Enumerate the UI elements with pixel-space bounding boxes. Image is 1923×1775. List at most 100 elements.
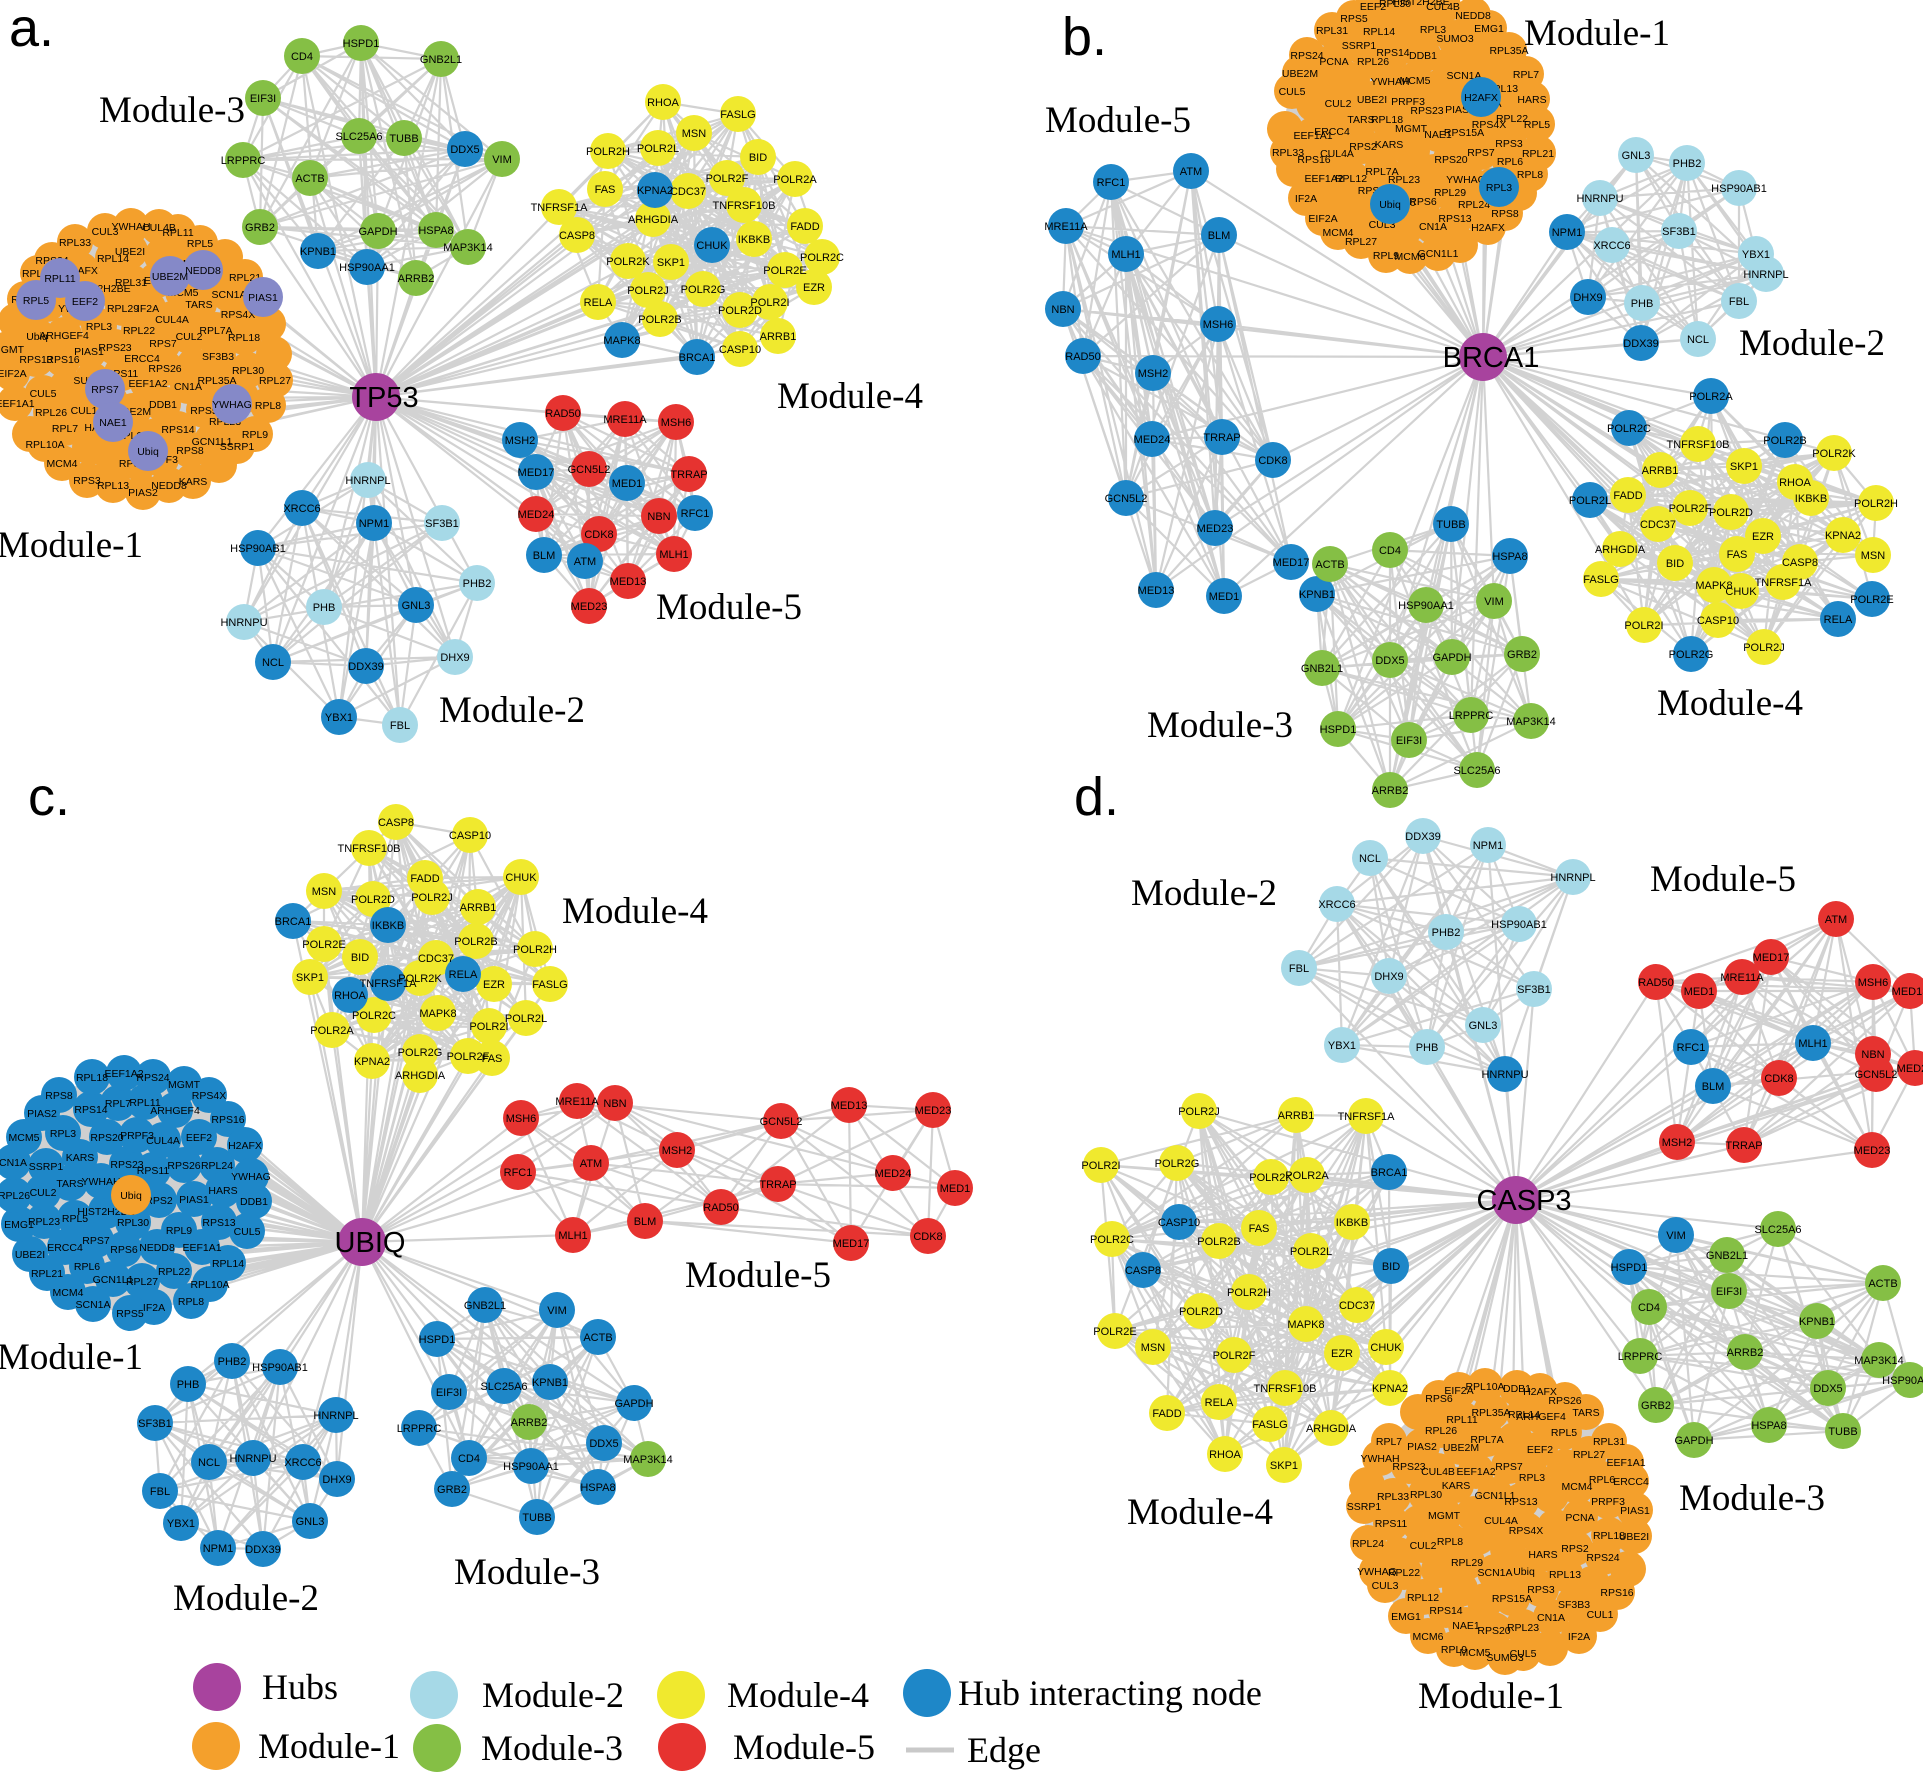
svg-text:RAD50: RAD50 [703,1202,738,1214]
svg-text:RPL26: RPL26 [1425,1425,1457,1437]
svg-text:IF2A: IF2A [137,303,159,315]
svg-text:ARHGDIA: ARHGDIA [1595,544,1646,556]
svg-text:POLR2J: POLR2J [411,892,453,904]
svg-text:YWHAG: YWHAG [1357,1566,1397,1578]
svg-text:RPS8: RPS8 [176,445,204,457]
svg-text:RPS13: RPS13 [202,1217,235,1229]
svg-text:CUL4B: CUL4B [1421,1466,1455,1478]
svg-text:HSPA8: HSPA8 [1492,551,1527,563]
svg-text:GRB2: GRB2 [1507,649,1537,661]
svg-text:HSP90AA1: HSP90AA1 [1398,600,1454,612]
svg-text:RPL22: RPL22 [123,325,155,337]
svg-text:FAS: FAS [1727,549,1748,561]
svg-text:TRRAP: TRRAP [1725,1140,1762,1152]
svg-text:FAS: FAS [482,1053,503,1065]
svg-text:ATM: ATM [1180,166,1202,178]
svg-text:RPS15A: RPS15A [1492,1593,1532,1605]
svg-text:RPL23: RPL23 [1507,1622,1539,1634]
svg-text:CDC37: CDC37 [1640,519,1676,531]
svg-text:GCN1L1: GCN1L1 [192,436,233,448]
svg-text:PIAS1: PIAS1 [179,1194,209,1206]
svg-text:HNRNPL: HNRNPL [313,1410,358,1422]
svg-text:RPS3: RPS3 [73,475,101,487]
svg-text:RPS4X: RPS4X [221,309,255,321]
svg-text:ARRB1: ARRB1 [760,331,797,343]
svg-text:NEDD8: NEDD8 [139,1242,175,1254]
svg-text:UBE2I: UBE2I [1619,1531,1649,1543]
svg-text:MCM4: MCM4 [47,458,78,470]
svg-text:RPL30: RPL30 [117,1217,149,1229]
svg-text:PHB2: PHB2 [463,578,492,590]
svg-text:RPS14: RPS14 [161,424,194,436]
svg-text:CASP3: CASP3 [1476,1185,1571,1217]
svg-text:RPS16: RPS16 [1297,154,1330,166]
svg-text:POLR2E: POLR2E [1850,594,1893,606]
svg-text:SKP1: SKP1 [1270,1460,1298,1472]
svg-text:POLR2F: POLR2F [1213,1350,1256,1362]
svg-text:RPL26: RPL26 [35,407,67,419]
svg-text:POLR2B: POLR2B [454,936,497,948]
svg-text:H2AFX: H2AFX [1471,222,1505,234]
svg-text:RPS11: RPS11 [137,1165,170,1177]
svg-text:TARS: TARS [1347,114,1374,126]
svg-text:MSH6: MSH6 [661,417,692,429]
svg-text:ERCC4: ERCC4 [124,353,160,365]
svg-text:DDX5: DDX5 [450,144,479,156]
svg-text:RPS7: RPS7 [1495,1461,1523,1473]
svg-text:UBE2M: UBE2M [1282,68,1318,80]
svg-text:PHB2: PHB2 [1432,927,1461,939]
svg-text:RPL6: RPL6 [1497,156,1523,168]
svg-text:EEF1A2: EEF1A2 [128,378,167,390]
svg-text:EIF2A: EIF2A [1308,213,1337,225]
svg-text:POLR2K: POLR2K [1812,448,1856,460]
svg-text:TARS: TARS [1572,1407,1599,1419]
svg-text:RPL26: RPL26 [0,1190,30,1202]
svg-text:MED1: MED1 [612,478,643,490]
svg-text:Module-2: Module-2 [173,1578,319,1619]
svg-text:MSN: MSN [682,128,707,140]
svg-text:CD4: CD4 [1379,545,1401,557]
svg-text:GAPDH: GAPDH [358,226,397,238]
svg-text:Module-5: Module-5 [656,587,802,628]
svg-text:Ubiq: Ubiq [1379,199,1401,211]
svg-text:POLR2F: POLR2F [1669,503,1712,515]
svg-text:MED17: MED17 [1753,952,1790,964]
svg-text:MLH1: MLH1 [1111,249,1140,261]
svg-text:GCN5L2: GCN5L2 [568,464,611,476]
svg-text:POLR2L: POLR2L [1569,495,1611,507]
svg-text:ARHGDIA: ARHGDIA [395,1070,446,1082]
svg-text:RPS4X: RPS4X [192,1090,226,1102]
svg-text:POLR2E: POLR2E [1093,1326,1136,1338]
svg-text:CDK8: CDK8 [913,1231,942,1243]
svg-text:POLR2G: POLR2G [398,1047,443,1059]
svg-text:Module-3: Module-3 [1147,705,1293,746]
svg-text:POLR2L: POLR2L [505,1013,547,1025]
svg-text:LRPPRC: LRPPRC [221,155,266,167]
svg-text:Module-2: Module-2 [1131,873,1277,914]
svg-text:RPS3: RPS3 [1527,1584,1555,1596]
svg-text:EZR: EZR [483,979,505,991]
svg-text:RPL23: RPL23 [28,1216,60,1228]
svg-text:POLR2B: POLR2B [1197,1236,1240,1248]
svg-text:MED23: MED23 [571,601,608,613]
svg-text:MAP3K14: MAP3K14 [1506,716,1556,728]
svg-text:POLR2G: POLR2G [1669,649,1714,661]
svg-text:RHOA: RHOA [647,97,679,109]
svg-text:RPL21: RPL21 [1522,148,1554,160]
svg-text:POLR2J: POLR2J [1178,1106,1220,1118]
svg-text:MRE11A: MRE11A [1720,972,1764,984]
svg-text:RPL8: RPL8 [255,400,281,412]
svg-text:DHX9: DHX9 [440,652,469,664]
svg-text:RPL27: RPL27 [126,1276,158,1288]
svg-text:SF3B1: SF3B1 [138,1418,172,1430]
svg-text:CDC37: CDC37 [418,953,454,965]
svg-text:POLR2C: POLR2C [352,1010,396,1022]
svg-text:MLH1: MLH1 [1798,1038,1827,1050]
svg-text:IKBKB: IKBKB [1336,1217,1368,1229]
svg-text:GRB2: GRB2 [245,222,275,234]
svg-text:RPL7A: RPL7A [1470,1434,1503,1446]
svg-text:NBN: NBN [1861,1049,1884,1061]
svg-text:RPL22: RPL22 [1388,1567,1420,1579]
svg-text:POLR2I: POLR2I [750,297,789,309]
svg-text:RPL24: RPL24 [1352,1538,1384,1550]
